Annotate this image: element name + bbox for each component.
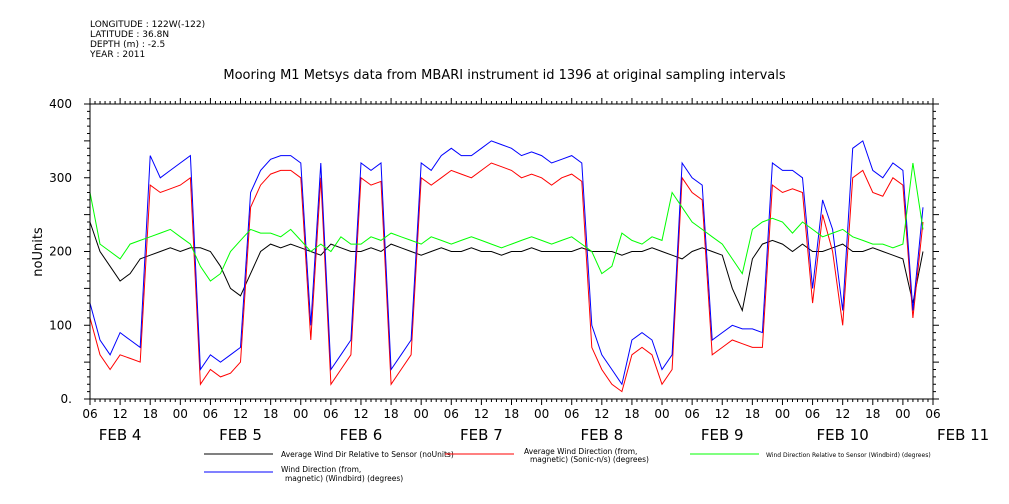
- series-line-2: [89, 162, 924, 282]
- chart-title: Mooring M1 Metsys data from MBARI instru…: [223, 68, 786, 83]
- x-tick-label: 06: [685, 407, 700, 421]
- x-tick-label: 18: [745, 407, 760, 421]
- y-tick-label: 200: [49, 245, 72, 259]
- x-tick-label: 12: [112, 407, 127, 421]
- x-tick-label: 18: [504, 407, 519, 421]
- series-line-1: [89, 162, 924, 393]
- legend-label-2: Wind Direction Relative to Sensor (Windb…: [766, 452, 931, 459]
- y-tick-label: 400: [49, 97, 72, 111]
- x-tick-label: 18: [624, 407, 639, 421]
- latitude-label: LATITUDE : 36.8N: [90, 30, 170, 40]
- day-label: FEB 8: [580, 426, 623, 444]
- x-tick-label: 00: [775, 407, 790, 421]
- legend-label-3b: magnetic) (Windbird) (degrees): [285, 474, 403, 483]
- legend-label-0: Average Wind Dir Relative to Sensor (noU…: [281, 450, 454, 459]
- x-tick-label: 12: [474, 407, 489, 421]
- year-label: YEAR : 2011: [90, 50, 146, 60]
- y-axis-label: noUnits: [31, 227, 46, 277]
- series-line-3: [89, 140, 924, 386]
- x-tick-label: 18: [865, 407, 880, 421]
- x-tick-label: 18: [143, 407, 158, 421]
- day-label: FEB 7: [460, 426, 503, 444]
- x-tick-label: 06: [203, 407, 218, 421]
- day-label: FEB 11: [937, 426, 989, 444]
- x-tick-label: 06: [564, 407, 579, 421]
- y-tick-label: 300: [49, 171, 72, 185]
- x-tick-label: 12: [353, 407, 368, 421]
- x-tick-label: 06: [82, 407, 97, 421]
- y-tick-label: 100: [49, 318, 72, 332]
- depth-label: DEPTH (m) : -2.5: [90, 40, 166, 50]
- day-label: FEB 4: [99, 426, 142, 444]
- x-tick-label: 18: [263, 407, 278, 421]
- x-tick-label: 12: [594, 407, 609, 421]
- day-label: FEB 10: [817, 426, 869, 444]
- longitude-label: LONGITUDE : 122W(-122): [90, 20, 206, 30]
- x-tick-label: 00: [173, 407, 188, 421]
- legend-label-1b: magnetic) (Sonic-n/s) (degrees): [530, 455, 649, 464]
- day-label: FEB 9: [701, 426, 744, 444]
- day-label: FEB 6: [340, 426, 383, 444]
- day-label: FEB 5: [219, 426, 262, 444]
- x-tick-label: 18: [383, 407, 398, 421]
- x-tick-label: 06: [444, 407, 459, 421]
- series-line-0: [89, 221, 924, 313]
- x-tick-label: 06: [805, 407, 820, 421]
- x-tick-label: 00: [293, 407, 308, 421]
- x-tick-label: 12: [233, 407, 248, 421]
- x-tick-label: 12: [715, 407, 730, 421]
- legend: Average Wind Dir Relative to Sensor (noU…: [204, 447, 931, 483]
- x-tick-label: 00: [654, 407, 669, 421]
- y-tick-label: 0.: [61, 392, 72, 406]
- x-tick-label: 00: [414, 407, 429, 421]
- axes: 06 12 18 00 06 12 18 00 06 12 18 00 06 12 18 00 06 12 18 00…: [49, 97, 989, 444]
- plot-lines: [89, 140, 924, 393]
- x-tick-label: 00: [895, 407, 910, 421]
- metadata-block: LONGITUDE : 122W(-122) LATITUDE : 36.8N …: [90, 20, 205, 60]
- x-tick-label: 06: [323, 407, 338, 421]
- legend-label-3a: Wind Direction (from,: [281, 465, 361, 474]
- x-tick-label: 06: [925, 407, 940, 421]
- x-tick-label: 12: [835, 407, 850, 421]
- x-tick-label: 00: [534, 407, 549, 421]
- legend-label-1a: Average Wind Direction (from,: [524, 447, 637, 456]
